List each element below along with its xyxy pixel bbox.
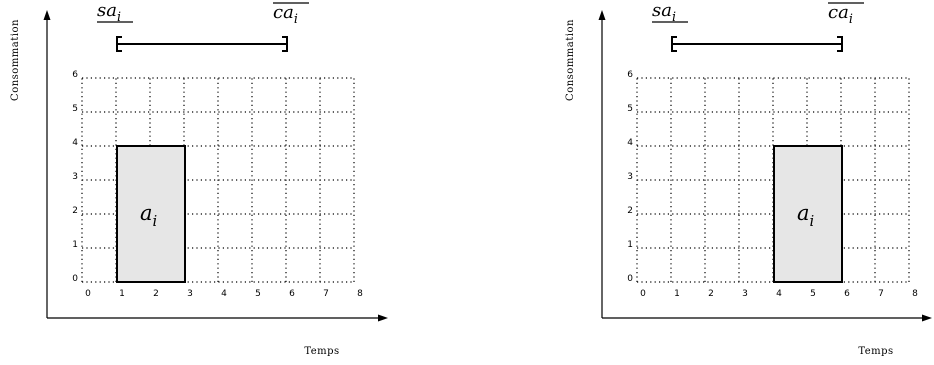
x-tick-label: 1 (119, 289, 125, 299)
end-label-subscript: i (294, 11, 298, 26)
task-label-base: a (140, 201, 153, 225)
x-tick-label: 6 (289, 289, 295, 299)
task-box (116, 145, 186, 283)
task-label: ai (140, 201, 157, 230)
x-tick-label: 6 (844, 289, 850, 299)
y-axis-arrow-icon (598, 10, 606, 20)
x-tick-label: 2 (708, 289, 714, 299)
bracket-right-cap (282, 36, 288, 52)
y-tick-label: 2 (72, 206, 78, 216)
y-tick-label: 4 (627, 138, 633, 148)
x-tick-label: 0 (640, 289, 646, 299)
end-label-subscript: i (849, 11, 853, 26)
start-label-subscript: i (117, 9, 121, 24)
x-tick-label: 5 (255, 289, 261, 299)
x-tick-label: 1 (674, 289, 680, 299)
y-tick-label: 3 (627, 172, 633, 182)
y-tick-label: 1 (627, 240, 633, 250)
x-tick-label: 7 (323, 289, 329, 299)
y-tick-label: 4 (72, 138, 78, 148)
x-axis-label: Temps (304, 346, 339, 357)
end-label: cai (828, 2, 853, 26)
start-label: sai (97, 0, 121, 24)
x-tick-label: 3 (187, 289, 193, 299)
x-tick-label: 2 (153, 289, 159, 299)
task-label-subscript: i (810, 213, 815, 230)
bracket-left-cap (116, 36, 122, 52)
x-axis-arrow-icon (922, 314, 932, 322)
start-label-base: sa (97, 0, 117, 21)
task-label-base: a (797, 201, 810, 225)
end-label-base: ca (828, 2, 849, 23)
end-label-base: ca (273, 2, 294, 23)
x-tick-label: 3 (742, 289, 748, 299)
y-tick-label: 2 (627, 206, 633, 216)
x-tick-label: 8 (357, 289, 363, 299)
x-axis-label: Temps (858, 346, 893, 357)
x-axis-arrow-icon (378, 314, 388, 322)
y-axis-label: Consommation (10, 19, 21, 101)
y-tick-label: 6 (627, 70, 633, 80)
x-tick-label: 4 (776, 289, 782, 299)
start-label-subscript: i (672, 9, 676, 24)
y-tick-label: 5 (72, 104, 78, 114)
y-tick-label: 6 (72, 70, 78, 80)
task-box (773, 145, 843, 283)
bracket-left-cap (671, 36, 677, 52)
y-axis-arrow-icon (43, 10, 51, 20)
x-tick-label: 0 (85, 289, 91, 299)
start-label: sai (652, 0, 676, 24)
x-tick-label: 7 (878, 289, 884, 299)
task-label: ai (797, 201, 814, 230)
y-tick-label: 5 (627, 104, 633, 114)
time-window-bracket (671, 36, 843, 52)
y-axis-label: Consommation (565, 19, 576, 101)
start-label-base: sa (652, 0, 672, 21)
x-tick-label: 5 (810, 289, 816, 299)
x-tick-label: 8 (912, 289, 918, 299)
time-window-bracket (116, 36, 288, 52)
y-tick-label: 1 (72, 240, 78, 250)
y-tick-label: 3 (72, 172, 78, 182)
y-tick-label: 0 (627, 274, 633, 284)
y-tick-label: 0 (72, 274, 78, 284)
end-label: cai (273, 2, 298, 26)
x-tick-label: 4 (221, 289, 227, 299)
bracket-right-cap (837, 36, 843, 52)
task-label-subscript: i (153, 213, 158, 230)
